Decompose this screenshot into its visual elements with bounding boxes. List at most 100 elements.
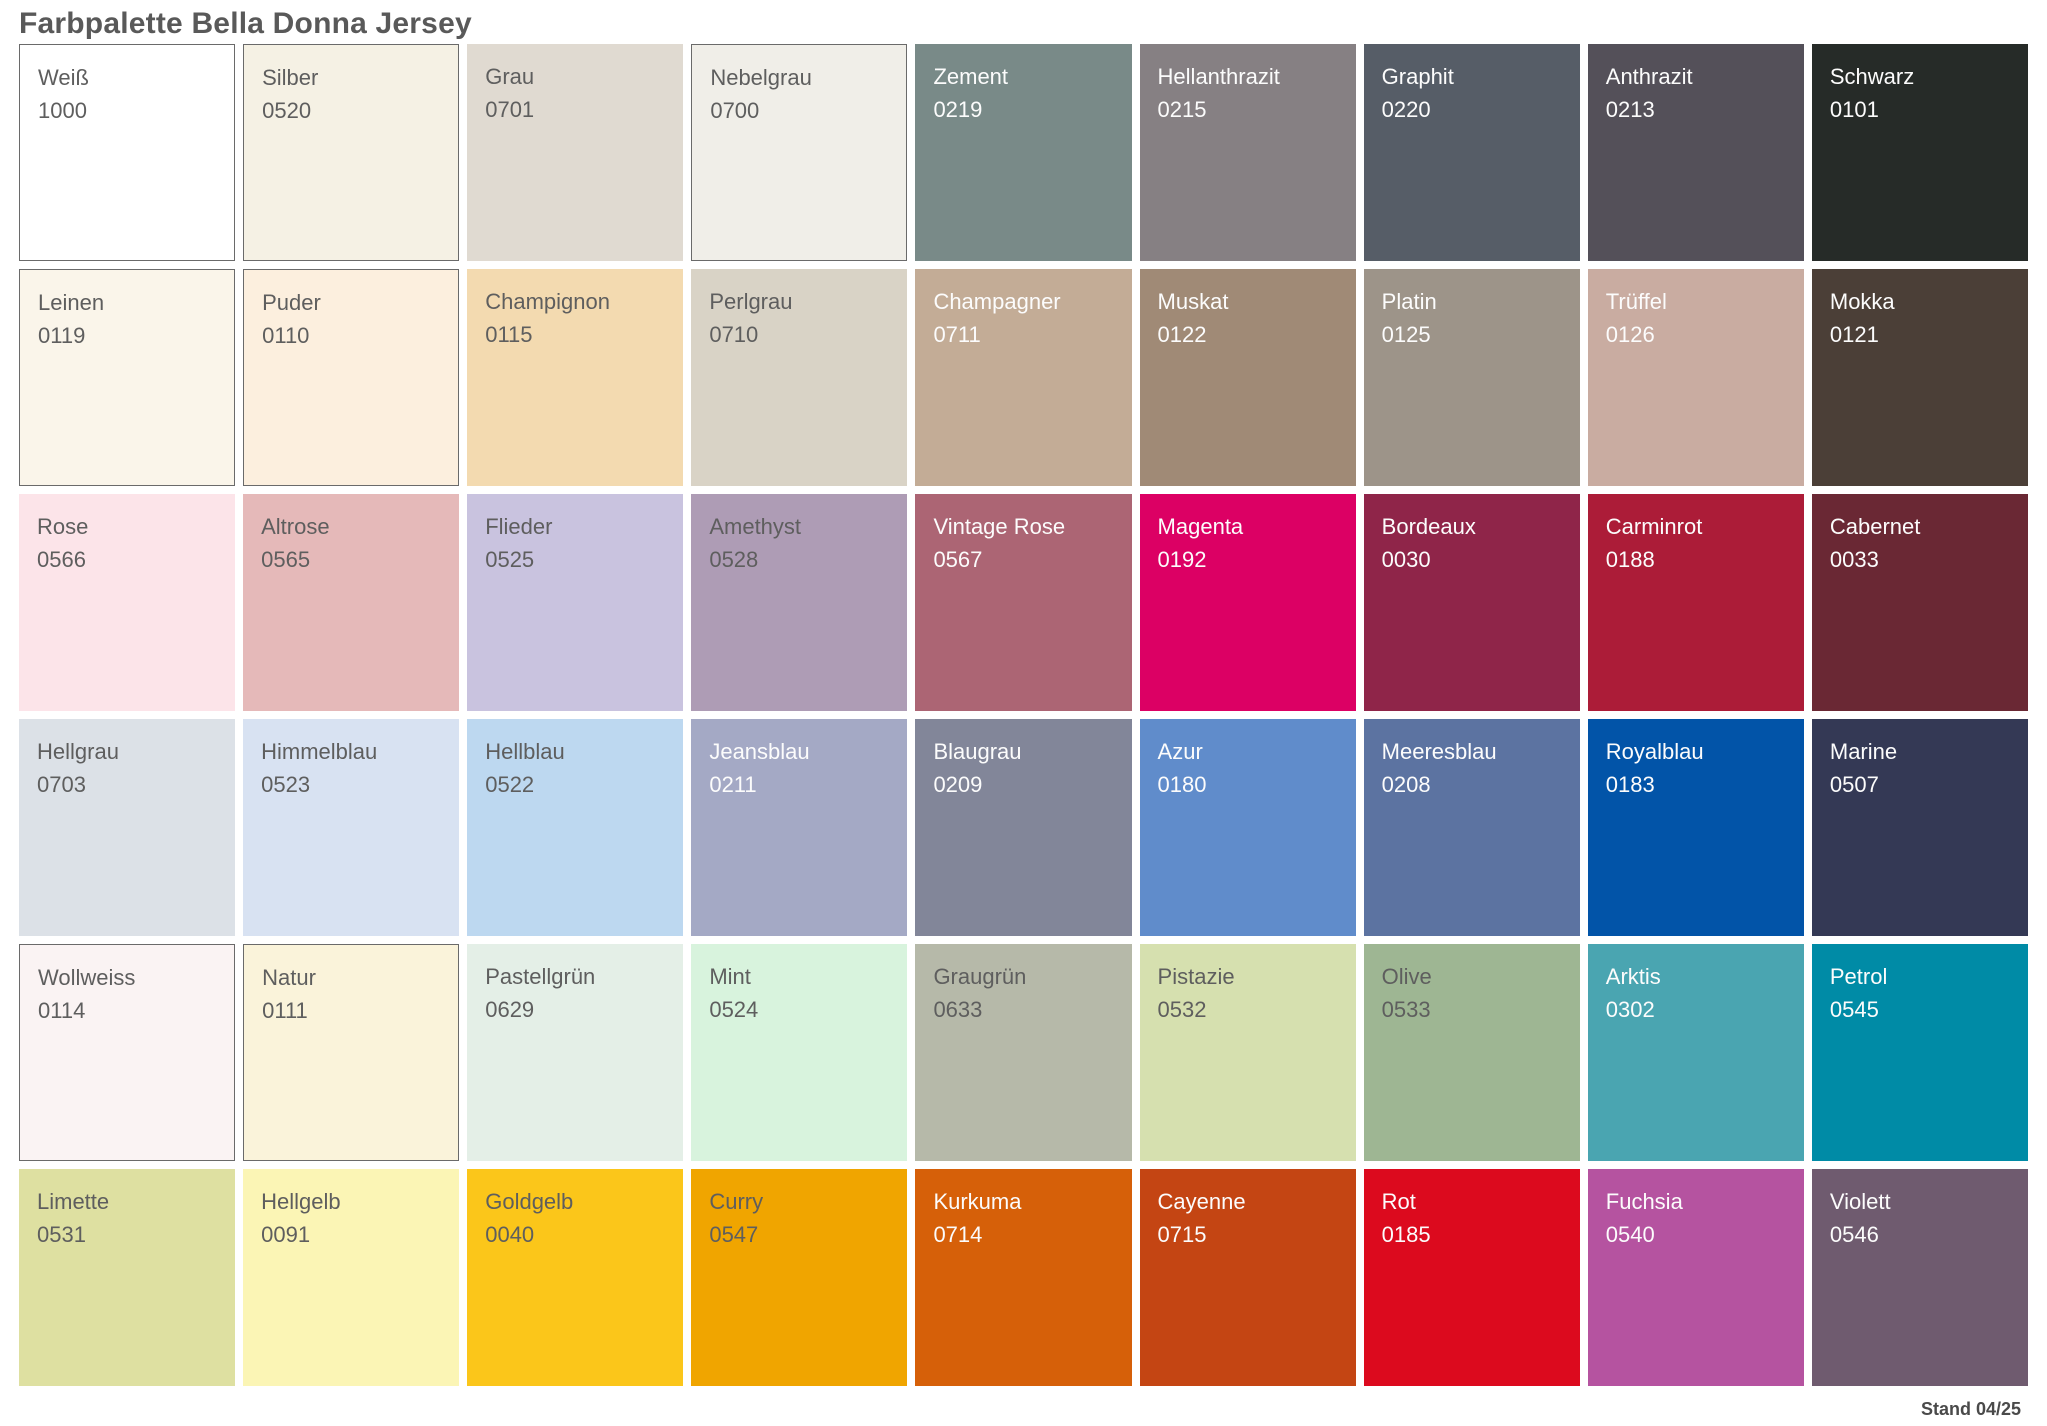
color-name: Hellgrau <box>37 739 119 764</box>
color-code: 0110 <box>262 323 310 348</box>
color-name: Pastellgrün <box>485 964 596 989</box>
version-stamp: Stand 04/25 <box>1920 1399 2021 1419</box>
color-code: 0115 <box>485 322 533 347</box>
color-swatch-schwarz: Schwarz 0101 <box>1811 44 2028 261</box>
color-swatch-amethyst: Amethyst 0528 <box>691 494 908 711</box>
color-swatch-grau: Grau 0701 <box>467 44 684 261</box>
color-swatch-hellblau: Hellblau 0522 <box>467 719 684 936</box>
color-code: 0532 <box>1157 997 1207 1022</box>
color-code: 0033 <box>1829 547 1879 572</box>
color-code: 0566 <box>37 547 86 572</box>
color-code: 0545 <box>1829 997 1879 1022</box>
color-name: Jeansblau <box>709 739 810 764</box>
color-code: 0540 <box>1605 1222 1655 1247</box>
color-swatch-violett: Violett 0546 <box>1811 1169 2028 1386</box>
color-name: Mokka <box>1829 289 1895 314</box>
color-code: 0546 <box>1829 1222 1879 1247</box>
color-swatch-fuchsia: Fuchsia 0540 <box>1587 1169 1804 1386</box>
color-swatch-himmelblau: Himmelblau 0523 <box>243 719 460 936</box>
color-swatch-rot: Rot 0185 <box>1363 1169 1580 1386</box>
color-code: 0220 <box>1381 97 1431 122</box>
color-swatch-weiss: Weiß 1000 <box>19 44 236 261</box>
color-swatch-blaugrau: Blaugrau 0209 <box>915 719 1132 936</box>
color-code: 0715 <box>1157 1222 1207 1247</box>
color-name: Bordeaux <box>1381 514 1476 539</box>
color-code: 0533 <box>1381 997 1431 1022</box>
color-name: Nebelgrau <box>710 65 812 90</box>
page-title: Farbpalette Bella Donna Jersey <box>19 7 472 40</box>
color-code: 0531 <box>37 1222 86 1247</box>
color-code: 0188 <box>1605 547 1655 572</box>
color-name: Platin <box>1381 289 1437 314</box>
color-code: 0703 <box>37 772 86 797</box>
color-code: 0701 <box>485 97 535 122</box>
color-code: 1000 <box>38 98 87 123</box>
color-swatch-platin: Platin 0125 <box>1363 269 1580 486</box>
color-name: Graphit <box>1381 64 1454 89</box>
color-code: 0126 <box>1605 322 1655 347</box>
color-swatch-wollweiss: Wollweiss 0114 <box>19 944 236 1161</box>
color-code: 0091 <box>261 1222 311 1247</box>
color-code: 0209 <box>933 772 983 797</box>
color-name: Natur <box>262 965 316 990</box>
color-name: Curry <box>709 1189 764 1214</box>
color-code: 0211 <box>709 772 757 797</box>
color-swatch-meeresblau: Meeresblau 0208 <box>1363 719 1580 936</box>
color-code: 0700 <box>710 98 760 123</box>
color-swatch-rose: Rose 0566 <box>19 494 236 711</box>
color-name: Champignon <box>485 289 610 314</box>
color-code: 0183 <box>1605 772 1655 797</box>
color-swatch-champignon: Champignon 0115 <box>467 269 684 486</box>
color-code: 0547 <box>709 1222 759 1247</box>
color-name: Leinen <box>38 290 105 315</box>
color-name: Rose <box>37 514 89 539</box>
color-code: 0302 <box>1605 997 1655 1022</box>
color-code: 0192 <box>1157 547 1207 572</box>
color-name: Weiß <box>38 65 89 90</box>
color-name: Schwarz <box>1829 64 1915 89</box>
color-swatch-silber: Silber 0520 <box>243 44 460 261</box>
color-swatch-curry: Curry 0547 <box>691 1169 908 1386</box>
color-swatch-jeansblau: Jeansblau 0211 <box>691 719 908 936</box>
color-code: 0528 <box>709 547 759 572</box>
color-code: 0525 <box>485 547 535 572</box>
color-swatch-vintage-rose: Vintage Rose 0567 <box>915 494 1132 711</box>
color-swatch-graugruen: Graugrün 0633 <box>915 944 1132 1161</box>
color-swatch-graphit: Graphit 0220 <box>1363 44 1580 261</box>
color-swatch-olive: Olive 0533 <box>1363 944 1580 1161</box>
color-code: 0522 <box>485 772 535 797</box>
color-code: 0523 <box>261 772 311 797</box>
color-swatch-altrose: Altrose 0565 <box>243 494 460 711</box>
color-name: Blaugrau <box>933 739 1022 764</box>
color-swatch-zement: Zement 0219 <box>915 44 1132 261</box>
color-code: 0524 <box>709 997 759 1022</box>
color-code: 0101 <box>1829 97 1879 122</box>
color-swatch-limette: Limette 0531 <box>19 1169 236 1386</box>
color-swatch-arktis: Arktis 0302 <box>1587 944 1804 1161</box>
color-name: Royalblau <box>1605 739 1704 764</box>
color-name: Olive <box>1381 964 1432 989</box>
color-name: Altrose <box>261 514 330 539</box>
color-swatch-flieder: Flieder 0525 <box>467 494 684 711</box>
color-name: Hellgelb <box>261 1189 341 1214</box>
color-swatch-trueffel: Trüffel 0126 <box>1587 269 1804 486</box>
color-name: Carminrot <box>1605 514 1703 539</box>
color-name: Fuchsia <box>1605 1189 1683 1214</box>
color-swatch-mokka: Mokka 0121 <box>1811 269 2028 486</box>
color-code: 0213 <box>1605 97 1655 122</box>
color-name: Himmelblau <box>261 739 378 764</box>
color-name: Trüffel <box>1605 289 1667 314</box>
color-name: Azur <box>1157 739 1203 764</box>
color-code: 0185 <box>1381 1222 1431 1247</box>
color-swatch-cayenne: Cayenne 0715 <box>1139 1169 1356 1386</box>
color-swatch-bordeaux: Bordeaux 0030 <box>1363 494 1580 711</box>
color-swatch-puder: Puder 0110 <box>243 269 460 486</box>
color-code: 0215 <box>1157 97 1207 122</box>
color-name: Grau <box>485 64 535 89</box>
color-code: 0122 <box>1157 322 1207 347</box>
color-swatch-azur: Azur 0180 <box>1139 719 1356 936</box>
color-code: 0121 <box>1829 322 1879 347</box>
color-name: Hellanthrazit <box>1157 64 1280 89</box>
color-code: 0219 <box>933 97 983 122</box>
color-code: 0180 <box>1157 772 1207 797</box>
